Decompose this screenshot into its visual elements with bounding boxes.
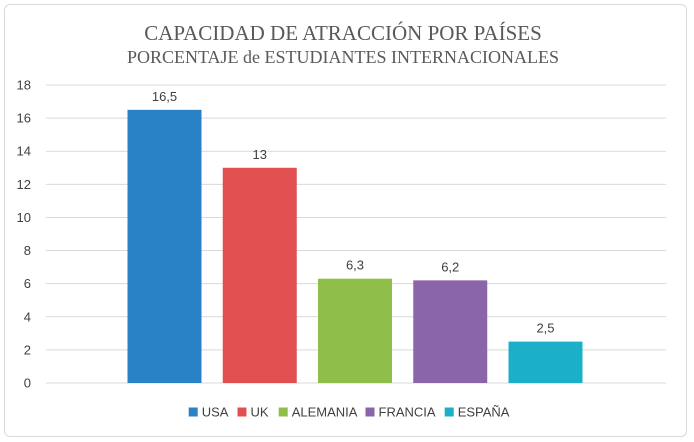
- bars: [127, 109, 583, 383]
- bar-usa: [127, 109, 202, 383]
- legend-swatch: [365, 407, 375, 417]
- chart-title: CAPACIDAD DE ATRACCIÓN POR PAÍSES: [144, 21, 542, 45]
- bar-uk: [222, 167, 297, 383]
- value-label: 16,5: [152, 89, 177, 104]
- bar-francia: [413, 280, 488, 383]
- legend: USA UK ALEMANIA FRANCIA ESPAÑA: [188, 405, 510, 420]
- y-tick-label: 18: [17, 78, 31, 93]
- y-axis-ticks: 0 2 4 6 8 10 12 14 16 18: [17, 78, 31, 391]
- legend-label: FRANCIA: [379, 405, 436, 420]
- y-tick-label: 2: [24, 342, 31, 357]
- legend-label: USA: [202, 405, 229, 420]
- legend-label: UK: [251, 405, 269, 420]
- legend-label: ALEMANIA: [292, 405, 358, 420]
- legend-swatch: [188, 407, 198, 417]
- value-label: 13: [253, 147, 267, 162]
- legend-label: ESPAÑA: [458, 405, 510, 420]
- y-tick-label: 10: [17, 210, 31, 225]
- value-label: 6,2: [441, 259, 459, 274]
- y-tick-label: 14: [17, 144, 31, 159]
- y-tick-label: 4: [24, 309, 31, 324]
- legend-swatch: [278, 407, 288, 417]
- legend-swatch: [444, 407, 454, 417]
- chart-subtitle: PORCENTAJE de ESTUDIANTES INTERNACIONALE…: [127, 47, 559, 67]
- value-labels: 16,5 13 6,3 6,2 2,5: [152, 89, 555, 336]
- y-tick-label: 6: [24, 276, 31, 291]
- bar-alemania: [318, 278, 392, 383]
- y-tick-label: 0: [24, 376, 31, 391]
- y-tick-label: 8: [24, 243, 31, 258]
- value-label: 6,3: [346, 258, 364, 273]
- bar-españa: [508, 341, 583, 383]
- y-tick-label: 16: [17, 111, 31, 126]
- value-label: 2,5: [536, 321, 554, 336]
- legend-swatch: [237, 407, 247, 417]
- y-tick-label: 12: [17, 177, 31, 192]
